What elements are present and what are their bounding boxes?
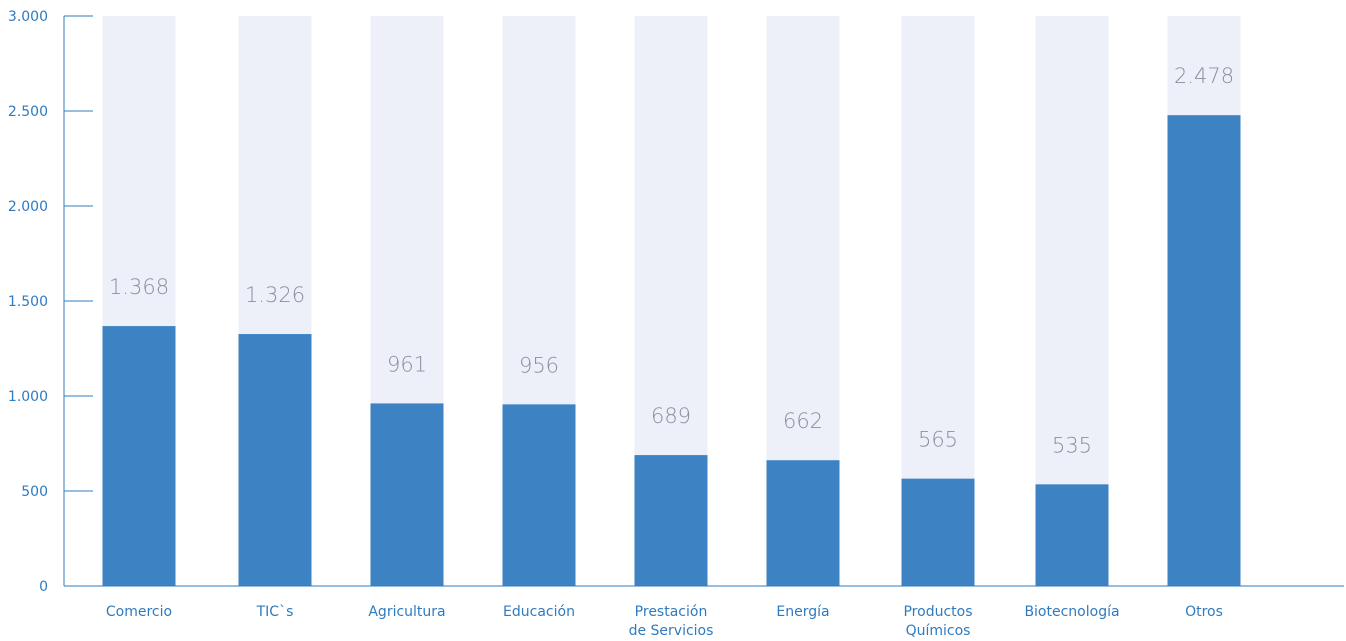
category-label-4: Educación [503, 604, 575, 620]
category-label-6: Energía [776, 604, 829, 620]
category-label-3: Agricultura [368, 604, 445, 620]
y-tick-label-3: 1.000 [8, 389, 48, 405]
category-label-5: Prestación de Servicios [629, 604, 714, 639]
category-label-9: Otros [1185, 604, 1223, 620]
category-label-2: TIC`s [256, 604, 294, 620]
bar-1 [102, 326, 176, 586]
y-tick-label-1: 0 [39, 579, 48, 595]
labels: 1.368 Comercio 1.326 TIC`s 961 Agricultura 956… [8, 9, 1234, 639]
data-label-4: 956 [519, 353, 559, 377]
y-tick-label-6: 2.500 [8, 104, 48, 120]
bar-7 [901, 478, 975, 586]
data-label-7: 565 [918, 428, 958, 452]
y-tick-label-2: 500 [21, 484, 48, 500]
axes [63, 15, 1344, 587]
data-label-6: 662 [783, 409, 823, 433]
bar-8 [1035, 484, 1109, 586]
category-label-7: Productos Químicos [903, 604, 972, 639]
bar-9 [1167, 115, 1241, 587]
bar-2 [238, 334, 312, 586]
category-label-1: Comercio [106, 604, 172, 620]
bars [102, 115, 1241, 587]
bar-5 [634, 455, 708, 586]
bar-3 [370, 403, 444, 586]
data-label-9: 2.478 [1174, 64, 1234, 88]
y-tick-label-4: 1.500 [8, 294, 48, 310]
data-label-3: 961 [387, 352, 427, 376]
y-tick-label-7: 3.000 [8, 9, 48, 25]
category-label-8: Biotecnología [1024, 604, 1119, 620]
data-label-8: 535 [1052, 433, 1092, 457]
data-label-5: 689 [651, 404, 691, 428]
bar-4 [502, 404, 576, 586]
data-label-2: 1.326 [245, 283, 305, 307]
data-label-1: 1.368 [109, 275, 169, 299]
y-tick-label-5: 2.000 [8, 199, 48, 215]
bar-6 [766, 460, 840, 586]
